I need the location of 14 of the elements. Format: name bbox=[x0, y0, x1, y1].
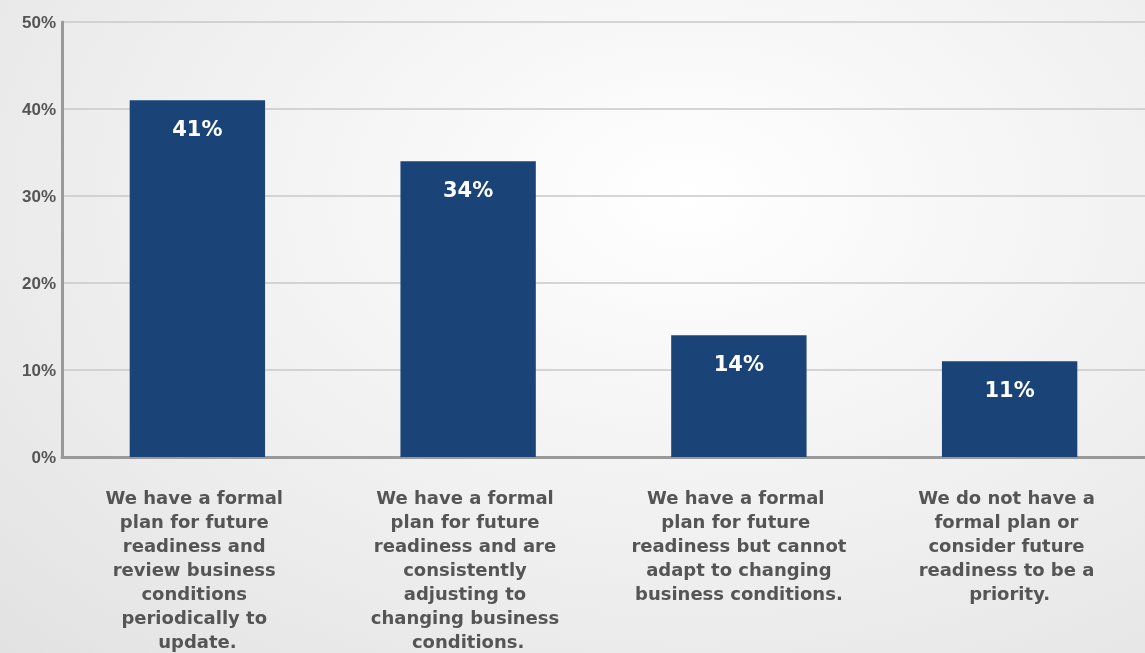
data-label: 11% bbox=[984, 377, 1035, 402]
x-tick-label: We have a formal plan for future readiness and are consistently adjusting to changing business conditions. bbox=[370, 486, 566, 652]
y-tick-label: 20% bbox=[21, 273, 56, 293]
data-label: 41% bbox=[172, 116, 223, 141]
x-tick-label: We have a formal plan for future readiness and review business conditions periodically to update. bbox=[105, 486, 290, 652]
x-tick-label: We have a formal plan for future readiness but cannot adapt to changing business conditions. bbox=[631, 486, 847, 604]
y-tick-label: 0% bbox=[31, 447, 56, 467]
y-tick-label: 40% bbox=[21, 99, 56, 119]
data-label: 34% bbox=[442, 177, 494, 202]
x-tick-label: We do not have a formal plan or consider future readiness to be a priority. bbox=[918, 486, 1102, 604]
y-tick-label: 10% bbox=[21, 360, 56, 380]
y-tick-label: 30% bbox=[21, 186, 56, 206]
data-label: 14% bbox=[713, 351, 765, 376]
y-tick-label: 50% bbox=[21, 12, 56, 32]
